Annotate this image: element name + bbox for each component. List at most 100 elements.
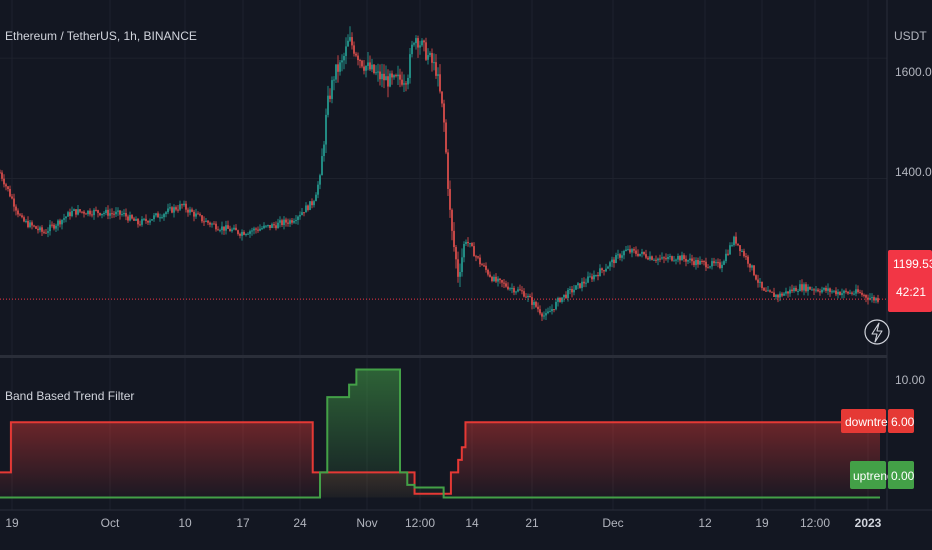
candle-body (311, 201, 313, 206)
candle (729, 242, 731, 255)
candle (363, 60, 365, 75)
candle (205, 218, 207, 223)
candle (475, 254, 477, 262)
candle-body (723, 261, 725, 265)
candle (121, 210, 123, 217)
candle-body (753, 265, 755, 276)
candle-body (85, 213, 87, 215)
candle (397, 65, 399, 85)
candle-body (17, 210, 19, 215)
auto-scale-button-ring[interactable] (864, 319, 890, 345)
candle (393, 74, 395, 80)
candle-body (763, 288, 765, 291)
candle-body (807, 286, 809, 292)
candle (467, 237, 469, 247)
candle (279, 216, 281, 228)
candle-body (559, 297, 561, 302)
candle-body (387, 76, 389, 87)
candle-body (591, 276, 593, 280)
candle (55, 223, 57, 233)
candle (349, 26, 351, 43)
candle (281, 218, 283, 227)
candle-body (391, 73, 393, 78)
candle (293, 218, 295, 224)
candle-body (11, 196, 13, 199)
candle (659, 254, 661, 263)
candle (495, 273, 497, 283)
candle-body (221, 226, 223, 231)
candle-body (161, 217, 163, 219)
candle-body (741, 250, 743, 252)
candle (101, 213, 103, 219)
candle (877, 294, 879, 304)
candle (53, 223, 55, 231)
candle (805, 282, 807, 293)
price-candles[interactable] (0, 26, 879, 321)
candle-body (353, 45, 355, 54)
time-axis-labels[interactable]: 19 Oct 10 17 24 Nov 12:00 14 21 Dec 12 19 12:00 2023 (5, 516, 881, 530)
candle-body (629, 249, 631, 253)
candle (371, 58, 373, 73)
time-tick-label: Nov (356, 516, 377, 530)
candle (157, 211, 159, 218)
candle (715, 259, 717, 266)
uptrend-value-tag (888, 461, 914, 489)
candle (749, 263, 751, 273)
candle-body (821, 289, 823, 293)
candle (831, 289, 833, 294)
candle-body (857, 289, 859, 293)
candle (501, 279, 503, 288)
candle-body (343, 55, 345, 61)
candle-body (509, 288, 511, 290)
candle (263, 222, 265, 230)
candle-body (797, 291, 799, 293)
candle (151, 218, 153, 221)
candle (153, 213, 155, 222)
candle (161, 214, 163, 219)
candle-body (193, 211, 195, 217)
candle-body (137, 218, 139, 225)
candle-body (781, 293, 783, 296)
candle (845, 288, 847, 294)
candle-body (455, 247, 457, 260)
auto-scale-button[interactable] (864, 319, 890, 345)
candle (565, 291, 567, 300)
candle (643, 251, 645, 256)
candle-body (583, 281, 585, 284)
candle-body (651, 256, 653, 260)
candle-body (159, 217, 161, 219)
candle (619, 253, 621, 261)
candle-body (795, 287, 797, 292)
candle-body (191, 209, 193, 212)
candle (29, 219, 31, 229)
candle-body (547, 311, 549, 314)
candle (11, 193, 13, 200)
candle-body (603, 270, 605, 272)
candle-body (7, 186, 9, 189)
candle (857, 285, 859, 294)
candle-body (157, 213, 159, 218)
panel-separator[interactable] (0, 355, 887, 358)
candle-body (385, 76, 387, 81)
candle (425, 37, 427, 62)
candle (863, 293, 865, 298)
candle-body (761, 281, 763, 289)
candle-body (861, 292, 863, 295)
candle (405, 81, 407, 92)
candle (781, 291, 783, 298)
candle-body (819, 291, 821, 293)
candle-body (67, 212, 69, 217)
candle (557, 296, 559, 307)
candle-body (463, 243, 465, 258)
candle-body (605, 268, 607, 272)
candle-body (503, 282, 505, 284)
candle-body (659, 258, 661, 260)
candle (13, 193, 15, 212)
uptrend-line (0, 368, 880, 499)
candle (301, 207, 303, 216)
candle-body (139, 224, 141, 226)
candle-body (551, 309, 553, 312)
candle-body (655, 259, 657, 261)
candle-body (619, 254, 621, 258)
